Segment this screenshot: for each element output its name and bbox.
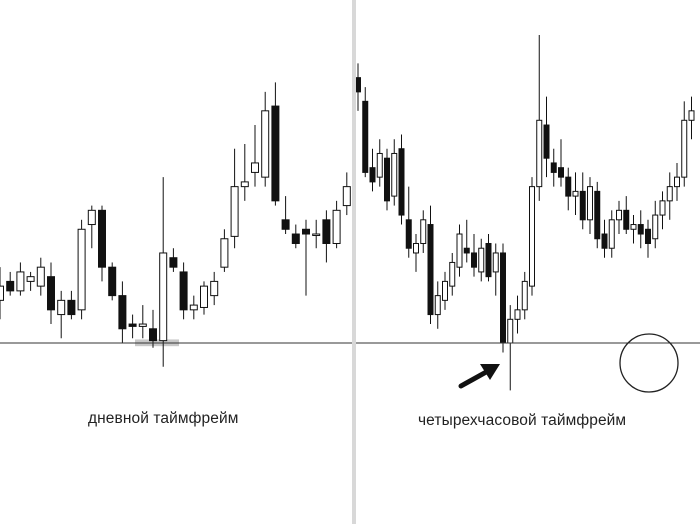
four-hour-candle-body (624, 210, 629, 229)
four-hour-candle-body (479, 248, 484, 272)
four-hour-candle (501, 243, 506, 352)
daily-candle-body (170, 258, 177, 267)
four-hour-candle-body (602, 234, 607, 248)
four-hour-candle-body (443, 281, 448, 300)
daily-candle-body (241, 182, 248, 187)
four-hour-candle-body (559, 168, 564, 177)
daily-candle-body (7, 281, 14, 290)
four-hour-candle-body (689, 111, 694, 120)
daily-candle-body (282, 220, 289, 229)
daily-candle-body (180, 272, 187, 310)
four-hour-candle-body (501, 253, 506, 343)
daily-candle-body (48, 277, 55, 310)
four-hour-candle-body (370, 168, 375, 182)
daily-candle-body (313, 234, 320, 236)
four-hour-candle-body (653, 215, 658, 239)
four-hour-candle-body (566, 177, 571, 196)
four-hour-candle-body (588, 187, 593, 220)
daily-candle-body (17, 272, 24, 291)
daily-candle-body (272, 106, 279, 201)
four-hour-candle-body (406, 220, 411, 248)
daily-candle-body (221, 239, 228, 267)
daily-candle-body (343, 187, 350, 206)
four-hour-candle-body (363, 101, 368, 172)
daily-candle-body (0, 286, 4, 300)
four-hour-candle-body (646, 229, 651, 243)
four-hour-candle-body (522, 281, 527, 309)
four-hour-candle-body (428, 225, 433, 315)
four-hour-candle-body (414, 243, 419, 252)
daily-candle-body (139, 324, 146, 326)
four-hour-candle-body (450, 262, 455, 286)
four-hour-candle-body (399, 149, 404, 215)
four-hour-candle-body (682, 120, 687, 177)
four-hour-candle (595, 182, 600, 248)
daily-candle-body (231, 187, 238, 237)
four-hour-candle-body (472, 253, 477, 267)
four-hour-candle-body (435, 296, 440, 315)
daily-candle-body (88, 210, 95, 224)
four-hour-timeframe-caption: четырехчасовой таймфрейм (418, 412, 626, 430)
daily-candle-body (292, 234, 299, 243)
daily-candle (109, 262, 116, 300)
daily-candle-body (201, 286, 208, 307)
four-hour-candle-body (675, 177, 680, 186)
four-hour-candle-body (544, 125, 549, 158)
four-hour-candle-body (421, 220, 426, 244)
daily-candle-body (37, 267, 44, 286)
four-hour-candle-body (508, 319, 513, 343)
daily-candle-body (303, 229, 310, 234)
four-hour-candle-body (356, 78, 361, 92)
four-hour-candle-body (667, 187, 672, 201)
four-hour-candle (530, 177, 535, 295)
four-hour-candle-body (660, 201, 665, 215)
four-hour-candle-body (515, 310, 520, 319)
four-hour-candle-body (638, 225, 643, 234)
panel-separator (352, 0, 356, 524)
daily-candle-body (68, 300, 75, 314)
daily-candle-body (129, 324, 136, 326)
four-hour-candle-body (573, 191, 578, 196)
daily-candle-body (150, 329, 157, 341)
four-hour-candle (385, 149, 390, 211)
daily-candle-body (119, 296, 126, 329)
four-hour-candle-body (385, 158, 390, 201)
four-hour-candle-body (493, 253, 498, 272)
four-hour-candle-body (530, 187, 535, 287)
daily-candle-body (190, 305, 197, 310)
four-hour-candle-body (609, 220, 614, 248)
four-hour-candle-body (392, 153, 397, 196)
four-hour-candle-body (377, 153, 382, 177)
daily-candle-body (262, 111, 269, 177)
daily-timeframe-caption: дневной таймфрейм (88, 410, 238, 428)
four-hour-candle-body (631, 225, 636, 230)
daily-candle-body (58, 300, 65, 314)
daily-candle-body (27, 277, 34, 282)
daily-candle-body (252, 163, 259, 172)
four-hour-candle-body (537, 120, 542, 186)
four-hour-candle-body (551, 163, 556, 172)
four-hour-candle-body (457, 234, 462, 267)
four-hour-candle-body (595, 191, 600, 238)
four-hour-candle-body (486, 243, 491, 276)
daily-candle-body (78, 229, 85, 310)
four-hour-candle-body (617, 210, 622, 219)
daily-candle-body (99, 210, 106, 267)
daily-candle-body (323, 220, 330, 244)
daily-candle-body (160, 253, 167, 341)
four-hour-candle-body (580, 191, 585, 219)
daily-candle-body (109, 267, 116, 295)
daily-candle-body (211, 281, 218, 295)
daily-candle-body (333, 210, 340, 243)
four-hour-candle-body (464, 248, 469, 253)
daily-candle (78, 220, 85, 320)
